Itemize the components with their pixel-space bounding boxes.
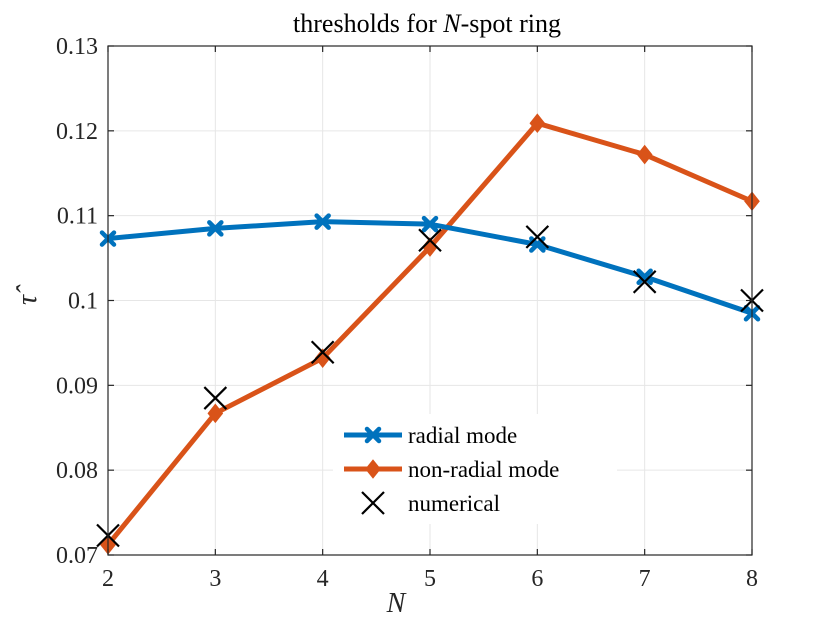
data-point — [636, 144, 653, 165]
x-tick-label: 3 — [209, 566, 221, 592]
legend-label: numerical — [408, 491, 500, 516]
axis-ticks — [107, 45, 753, 556]
y-tick-label: 0.13 — [56, 34, 98, 60]
data-point — [314, 213, 331, 230]
data-point — [207, 220, 224, 237]
legend-marker — [361, 491, 385, 515]
x-tick-label: 8 — [746, 566, 758, 592]
x-tick-labels: 2 3 4 5 6 7 8 — [102, 566, 758, 592]
chart-title: thresholds for N-spot ring — [293, 9, 561, 38]
data-point — [632, 270, 657, 294]
y-tick-label: 0.07 — [56, 543, 98, 569]
legend-item: non-radial mode — [344, 457, 559, 482]
data-point — [525, 225, 550, 249]
legend-label: non-radial mode — [408, 457, 559, 482]
x-tick-label: 7 — [639, 566, 651, 592]
legend-marker — [364, 426, 382, 444]
data-point — [310, 340, 335, 365]
plot-series — [96, 113, 764, 555]
data-point — [636, 268, 653, 285]
y-tick-label: 0.08 — [56, 458, 98, 484]
x-tick-label: 2 — [102, 566, 114, 592]
data-point — [418, 228, 442, 253]
data-point — [207, 403, 224, 424]
x-axis-label: N — [386, 588, 407, 619]
y-tick-label: 0.1 — [68, 289, 98, 315]
series-non-radial-mode — [100, 113, 760, 555]
x-tick-label: 6 — [531, 566, 543, 592]
legend-label: radial mode — [408, 423, 517, 448]
y-tick-label: 0.11 — [57, 204, 98, 230]
y-tick-labels: 0.07 0.08 0.09 0.1 0.11 0.12 0.13 — [56, 34, 98, 569]
legend-marker — [365, 459, 381, 479]
x-tick-label: 5 — [424, 566, 436, 592]
y-tick-label: 0.09 — [56, 373, 98, 399]
legend-item: radial mode — [344, 423, 517, 448]
legend: radial mode non-radial mode numerical — [333, 414, 617, 524]
x-tick-label: 4 — [317, 566, 329, 592]
data-point — [203, 386, 228, 410]
data-point — [421, 215, 439, 233]
legend-item: numerical — [361, 491, 500, 516]
data-point — [314, 348, 331, 368]
data-point — [529, 113, 546, 133]
y-tick-label: 0.12 — [56, 119, 98, 145]
